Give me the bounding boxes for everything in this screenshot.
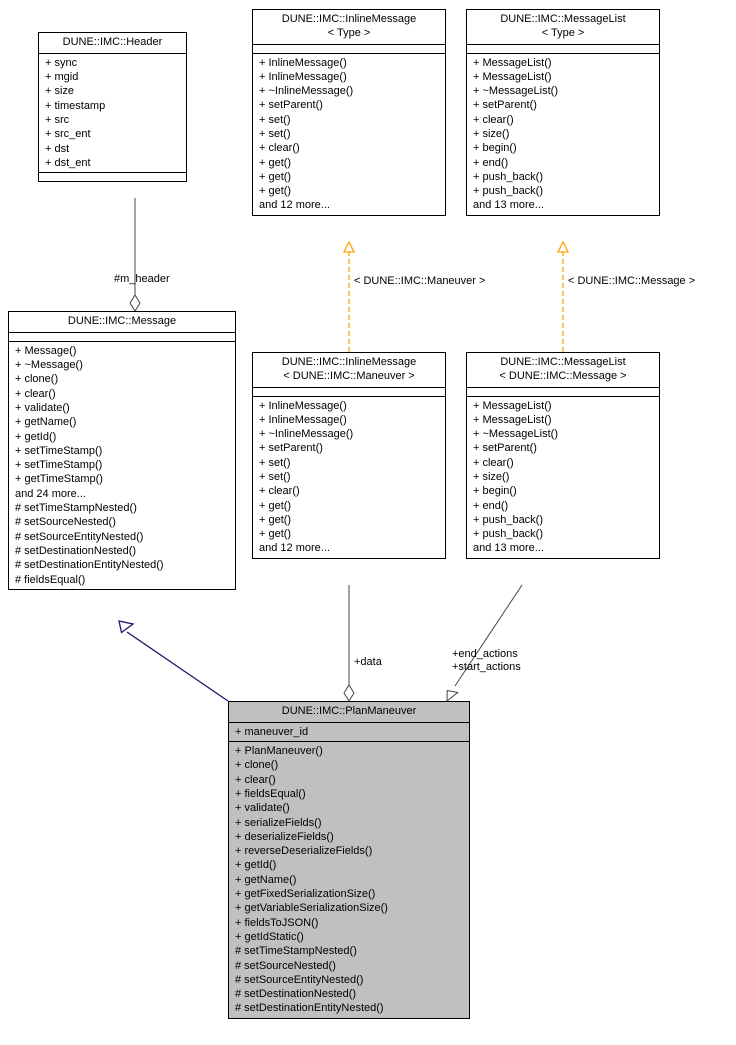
edge-planmaneuver-message xyxy=(119,621,228,701)
class-title: DUNE::IMC::Header xyxy=(39,33,186,54)
class-ops: + InlineMessage() + InlineMessage() + ~I… xyxy=(253,397,445,558)
label-m-header: #m_header xyxy=(114,273,170,286)
class-attrs xyxy=(467,388,659,397)
class-title: DUNE::IMC::InlineMessage < Type > xyxy=(253,10,445,45)
class-title: DUNE::IMC::InlineMessage < DUNE::IMC::Ma… xyxy=(253,353,445,388)
class-plan-maneuver[interactable]: DUNE::IMC::PlanManeuver + maneuver_id + … xyxy=(228,701,470,1019)
edge-inlinemsg-template xyxy=(344,242,354,352)
label-end-start: +end_actions +start_actions xyxy=(452,648,521,674)
label-message-binding: < DUNE::IMC::Message > xyxy=(568,275,695,288)
edge-msglist-template xyxy=(558,242,568,352)
class-ops: + MessageList() + MessageList() + ~Messa… xyxy=(467,54,659,215)
class-attrs xyxy=(467,45,659,54)
edge-header-message xyxy=(130,198,140,311)
class-ops: + MessageList() + MessageList() + ~Messa… xyxy=(467,397,659,558)
label-maneuver-binding: < DUNE::IMC::Maneuver > xyxy=(354,275,485,288)
class-attrs xyxy=(9,333,235,342)
class-attrs: + sync + mgid + size + timestamp + src +… xyxy=(39,54,186,173)
class-ops xyxy=(39,173,186,181)
class-title: DUNE::IMC::Message xyxy=(9,312,235,333)
class-message-list-type[interactable]: DUNE::IMC::MessageList < Type > + Messag… xyxy=(466,9,660,216)
class-header[interactable]: DUNE::IMC::Header + sync + mgid + size +… xyxy=(38,32,187,182)
class-ops: + PlanManeuver() + clone() + clear() + f… xyxy=(229,742,469,1018)
class-message-list-message[interactable]: DUNE::IMC::MessageList < DUNE::IMC::Mess… xyxy=(466,352,660,559)
class-message[interactable]: DUNE::IMC::Message + Message() + ~Messag… xyxy=(8,311,236,590)
class-attrs xyxy=(253,388,445,397)
class-inline-message-type[interactable]: DUNE::IMC::InlineMessage < Type > + Inli… xyxy=(252,9,446,216)
class-title: DUNE::IMC::PlanManeuver xyxy=(229,702,469,723)
edge-inlinemsg-plan xyxy=(344,585,354,701)
class-title: DUNE::IMC::MessageList < DUNE::IMC::Mess… xyxy=(467,353,659,388)
class-attrs: + maneuver_id xyxy=(229,723,469,742)
class-attrs xyxy=(253,45,445,54)
class-ops: + Message() + ~Message() + clone() + cle… xyxy=(9,342,235,589)
class-title: DUNE::IMC::MessageList < Type > xyxy=(467,10,659,45)
class-ops: + InlineMessage() + InlineMessage() + ~I… xyxy=(253,54,445,215)
class-inline-message-maneuver[interactable]: DUNE::IMC::InlineMessage < DUNE::IMC::Ma… xyxy=(252,352,446,559)
edge-msglist-plan xyxy=(447,585,522,701)
label-data: +data xyxy=(354,656,382,669)
